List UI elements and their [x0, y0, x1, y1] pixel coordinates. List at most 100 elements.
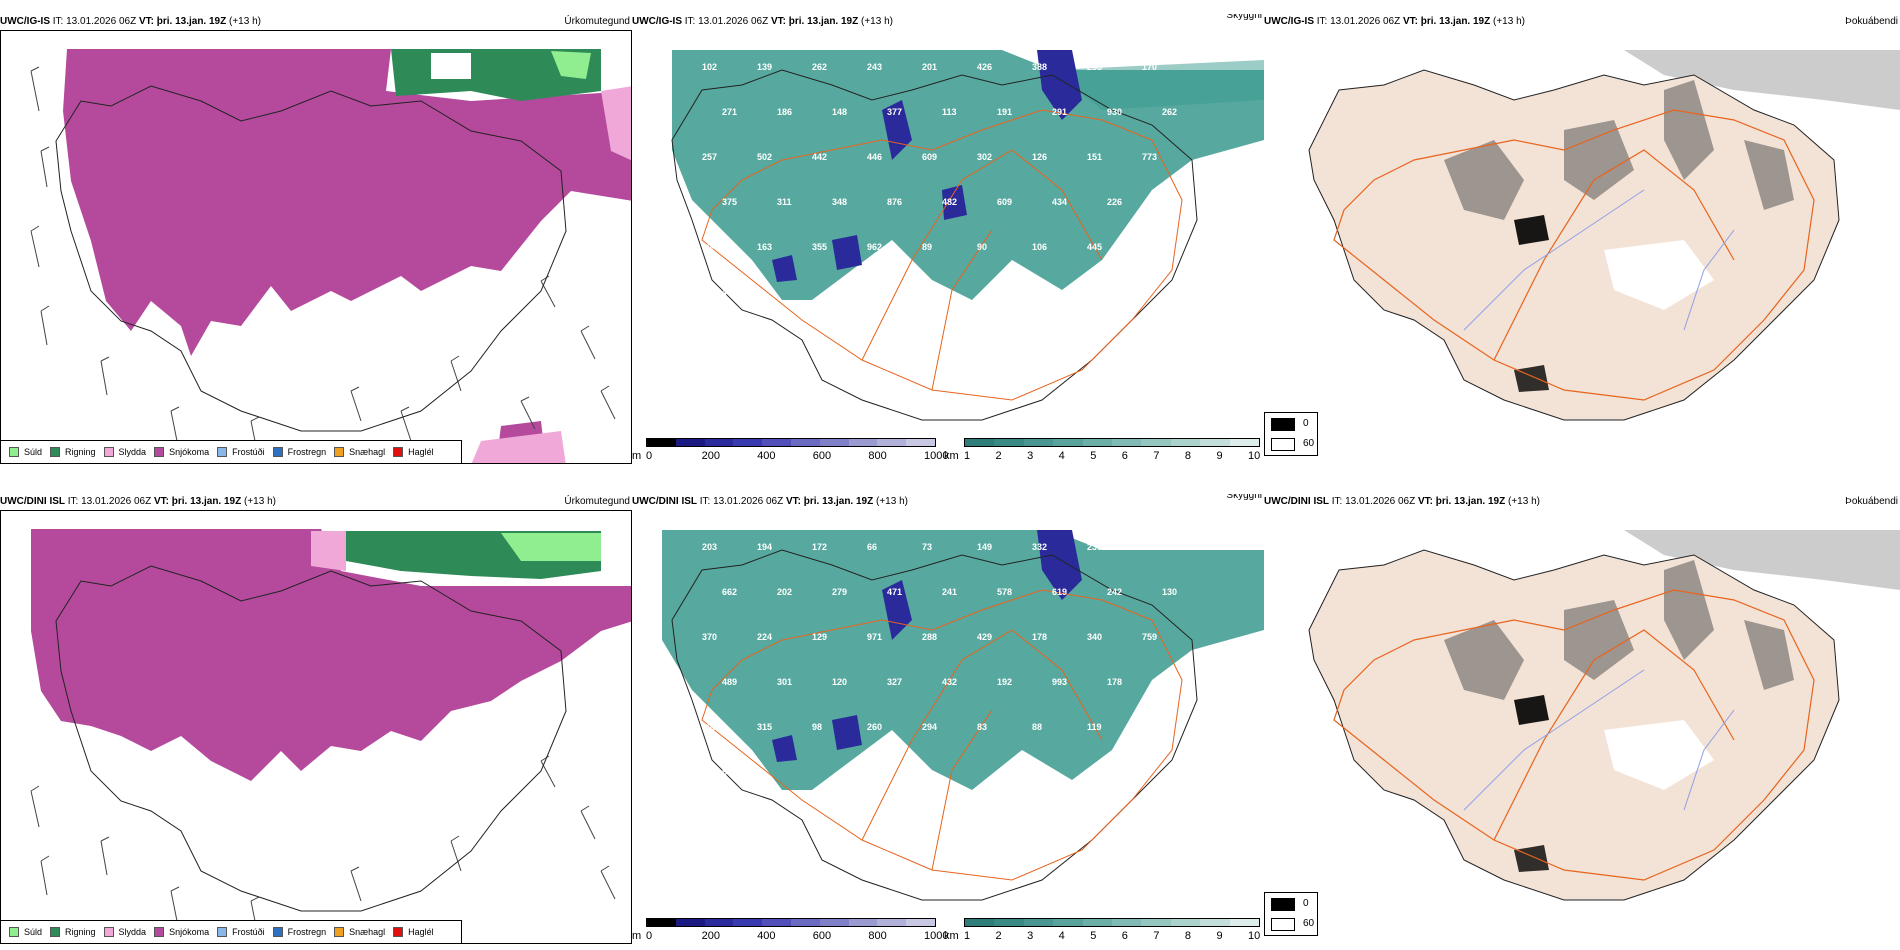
colorbar-tick-label: 800 — [868, 450, 887, 462]
legend-item: Frostregn — [272, 447, 327, 457]
road-network — [701, 109, 1183, 401]
rivers — [1463, 669, 1735, 811]
iceland-outline — [671, 69, 1198, 421]
colorbar-step — [1141, 439, 1171, 446]
panel-title: Þokuábendi — [1845, 16, 1898, 27]
fog-key: 0 60 — [1264, 892, 1318, 936]
colorbar-tick-label: 2 — [995, 450, 1002, 462]
terrain-height-label: 191 — [997, 107, 1012, 117]
terrain-height-label: 426 — [977, 62, 992, 72]
legend-swatch — [272, 447, 283, 457]
legend-swatch — [393, 927, 404, 937]
vt-value: þri. 13.jan. 19Z — [1435, 496, 1506, 507]
colorbar-tick-label: 10 — [1248, 450, 1261, 462]
snow-areas — [63, 49, 631, 463]
colorbar-tick-label: 9 — [1216, 450, 1223, 462]
colorbar-step — [1112, 439, 1142, 446]
colorbar-tick-label: 600 — [812, 450, 832, 462]
wind-barbs — [30, 755, 616, 932]
vt-value: þri. 13.jan. 19Z — [171, 496, 242, 507]
visibility-colorbar: km 1 2 3 4 5 6 7 8 9 10 — [944, 916, 1264, 946]
low-visibility-field — [1052, 60, 1264, 110]
vt-value: þri. 13.jan. 19Z — [803, 496, 874, 507]
terrain-height-label: 201 — [922, 62, 937, 72]
colorbar-step — [762, 439, 791, 446]
colorbar-strip — [964, 438, 1260, 447]
fog-panel-top: UWC/IG-IS IT: 13.01.2026 06Z VT: þri. 13… — [1264, 14, 1900, 464]
colorbar-step — [733, 919, 763, 926]
terrain-height-label: 102 — [702, 62, 717, 72]
fog-band — [1624, 530, 1900, 590]
visibility-panel-top: UWC/IG-IS IT: 13.01.2026 06Z VT: þri. 13… — [632, 14, 1264, 464]
legend-swatch — [217, 927, 228, 937]
colorbar-tick-label: 1 — [964, 450, 971, 462]
colorbar-tick-label: 0 — [646, 930, 653, 942]
terrain-height-label: 306 — [702, 722, 717, 732]
colorbar-strip — [646, 438, 936, 447]
colorbar-tick-label: 8 — [1184, 930, 1191, 942]
terrain-height-label: 90 — [977, 242, 987, 252]
colorbar-strip — [646, 918, 936, 927]
terrain-height-label: 294 — [922, 722, 937, 732]
colorbar-step — [1229, 439, 1260, 446]
terrain-height-label: 445 — [1087, 242, 1102, 252]
colorbar-step — [675, 919, 705, 926]
legend-swatch — [334, 927, 345, 937]
legend-label: Súld — [24, 447, 43, 457]
vt-label: VT: — [138, 16, 154, 27]
vt-label: VT: — [1402, 16, 1418, 27]
legend-item: Slydda — [103, 447, 146, 457]
iceland-land — [1308, 69, 1840, 421]
visibility-map: 102 139 262 243 201 426 388 255 170 271 186 148 377 1… — [671, 50, 1264, 421]
colorbar-step — [1170, 439, 1201, 446]
colorbar-step — [1023, 439, 1054, 446]
terrain-height-label: 432 — [942, 677, 957, 687]
terrain-height-label: 226 — [1107, 197, 1122, 207]
terrain-height-label: 236 — [1087, 542, 1102, 552]
colorbar-tick-label: 5 — [1090, 450, 1097, 462]
terrain-height-label: 202 — [777, 587, 792, 597]
terrain-height-label: 375 — [722, 197, 737, 207]
terrain-height-label: 446 — [867, 152, 882, 162]
colorbar-tick-label: 4 — [1058, 450, 1065, 462]
legend-item: Haglél — [393, 447, 434, 457]
legend-item: Rigning — [50, 927, 96, 937]
legend-item: Slydda — [103, 927, 147, 937]
colorbar-step — [1082, 439, 1113, 446]
legend-label: Haglél — [408, 447, 434, 457]
legend-label: Frostregn — [287, 447, 327, 457]
terrain-height-label: 104 — [702, 242, 717, 252]
terrain-height-label: 262 — [1162, 107, 1177, 117]
iceland-outline — [55, 565, 567, 912]
legend-label: Slydda — [118, 927, 147, 937]
colorbar-tick-label: 2 — [995, 930, 1002, 942]
colorbar-step — [1200, 439, 1230, 446]
colorbar-tick-label: 6 — [1121, 450, 1128, 462]
terrain-height-label: 619 — [1052, 587, 1067, 597]
fog-key-low-swatch — [1271, 438, 1295, 451]
terrain-height-label: 192 — [997, 677, 1012, 687]
terrain-height-label: 315 — [757, 722, 772, 732]
road-network — [1333, 589, 1815, 881]
terrain-height-label: 311 — [777, 197, 792, 207]
terrain-height-label: 340 — [1087, 632, 1102, 642]
terrain-height-label: 478 — [1142, 242, 1157, 252]
legend-label: Frostúði — [232, 447, 265, 457]
legend-item: Snæhagl — [334, 927, 385, 937]
terrain-height-label: 243 — [867, 62, 882, 72]
legend-item: Rigning — [50, 447, 96, 457]
colorbar-tick-label: 0 — [646, 450, 653, 462]
colorbar-unit: km — [944, 450, 959, 462]
model-name: UWC/IG-IS — [1264, 16, 1314, 27]
panel-header: UWC/DINI ISL IT: 13.01.2026 06Z VT: þri.… — [1264, 494, 1900, 510]
colorbar-step — [704, 919, 734, 926]
terrain-height-label: 242 — [1107, 587, 1122, 597]
terrain-height-label: 106 — [1032, 242, 1047, 252]
precip-legend: Súld Rigning Slydda Snjókoma Frostúði Frostre… — [0, 920, 462, 944]
terrain-height-label: 279 — [832, 587, 847, 597]
visibility-map: 203 194 172 66 73 149 332 236 226 662 202 279 471 241… — [662, 530, 1264, 901]
legend-swatch — [393, 447, 404, 457]
colorbar-tick-label: 8 — [1184, 450, 1191, 462]
panel-title: Úrkomutegund — [564, 16, 630, 27]
colorbar-tick-label: 9 — [1216, 930, 1223, 942]
